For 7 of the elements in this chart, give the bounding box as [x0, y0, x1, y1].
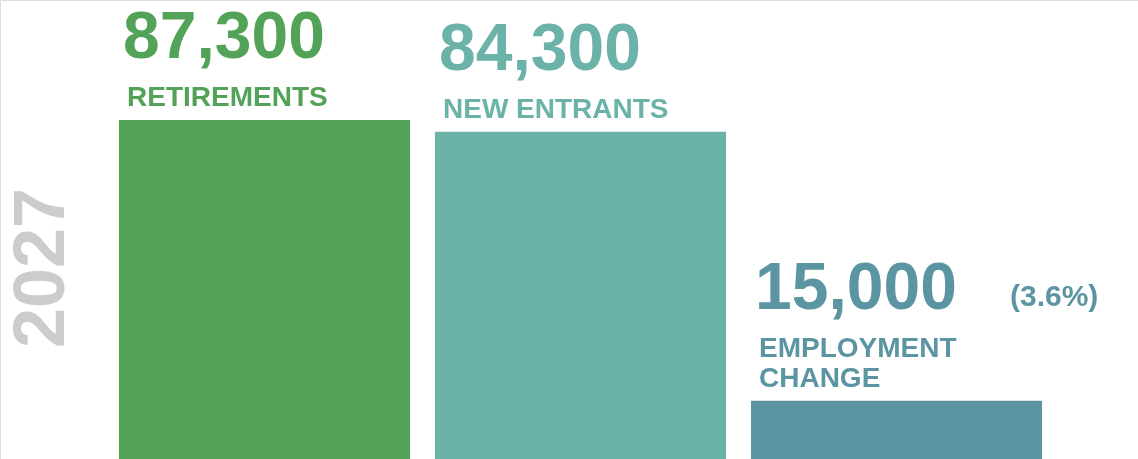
x-tick-label: NEW ENTRANTS: [442, 92, 669, 124]
annotation: (3.6%): [1010, 279, 1099, 312]
x-tick-label: RETIREMENTS: [126, 81, 328, 112]
data-label: 84,300: [438, 9, 641, 84]
x-tick-label: EMPLOYMENT CHANGE: [758, 331, 957, 393]
data-label: 15,000: [754, 248, 957, 323]
data-label: 87,300: [122, 0, 325, 72]
